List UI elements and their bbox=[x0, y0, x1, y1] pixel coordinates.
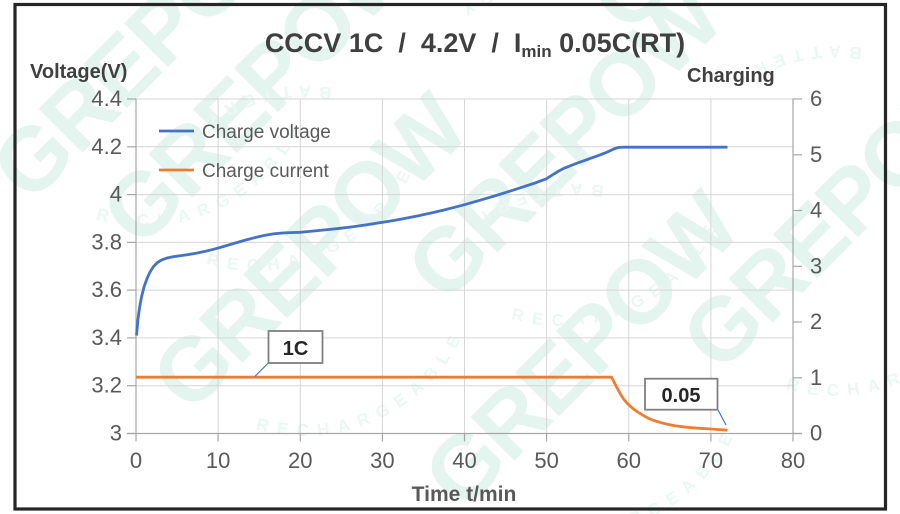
svg-text:3.8: 3.8 bbox=[91, 229, 122, 254]
svg-text:Voltage(V): Voltage(V) bbox=[30, 61, 127, 83]
svg-text:Charging: Charging bbox=[687, 65, 775, 87]
svg-text:3: 3 bbox=[110, 421, 122, 446]
svg-text:30: 30 bbox=[370, 448, 394, 473]
svg-text:Charge voltage: Charge voltage bbox=[202, 122, 331, 143]
svg-text:Charge current: Charge current bbox=[202, 161, 329, 182]
svg-text:2: 2 bbox=[810, 309, 822, 334]
svg-text:4: 4 bbox=[810, 198, 822, 223]
svg-text:3.6: 3.6 bbox=[91, 277, 122, 302]
svg-text:3: 3 bbox=[810, 253, 822, 278]
svg-text:70: 70 bbox=[699, 448, 723, 473]
svg-text:0.05: 0.05 bbox=[662, 385, 701, 407]
svg-text:CCCV 1C / 4.2V / Imin 0.05: CCCV 1C / 4.2V / Imin 0.05C(RT) bbox=[265, 28, 685, 61]
svg-text:4.2: 4.2 bbox=[91, 134, 122, 159]
svg-text:40: 40 bbox=[452, 448, 476, 473]
svg-text:80: 80 bbox=[781, 448, 805, 473]
svg-text:20: 20 bbox=[288, 448, 312, 473]
svg-text:4.4: 4.4 bbox=[91, 86, 122, 111]
svg-text:3.4: 3.4 bbox=[91, 325, 122, 350]
svg-text:10: 10 bbox=[206, 448, 230, 473]
svg-text:5: 5 bbox=[810, 142, 822, 167]
svg-text:3.2: 3.2 bbox=[91, 373, 122, 398]
svg-text:60: 60 bbox=[617, 448, 641, 473]
svg-text:4: 4 bbox=[110, 182, 122, 207]
svg-text:1: 1 bbox=[810, 365, 822, 390]
svg-text:0: 0 bbox=[130, 448, 142, 473]
svg-text:0: 0 bbox=[810, 421, 822, 446]
svg-text:50: 50 bbox=[534, 448, 558, 473]
svg-text:1C: 1C bbox=[283, 338, 309, 360]
svg-text:6: 6 bbox=[810, 86, 822, 111]
svg-text:Time t/min: Time t/min bbox=[412, 483, 517, 506]
